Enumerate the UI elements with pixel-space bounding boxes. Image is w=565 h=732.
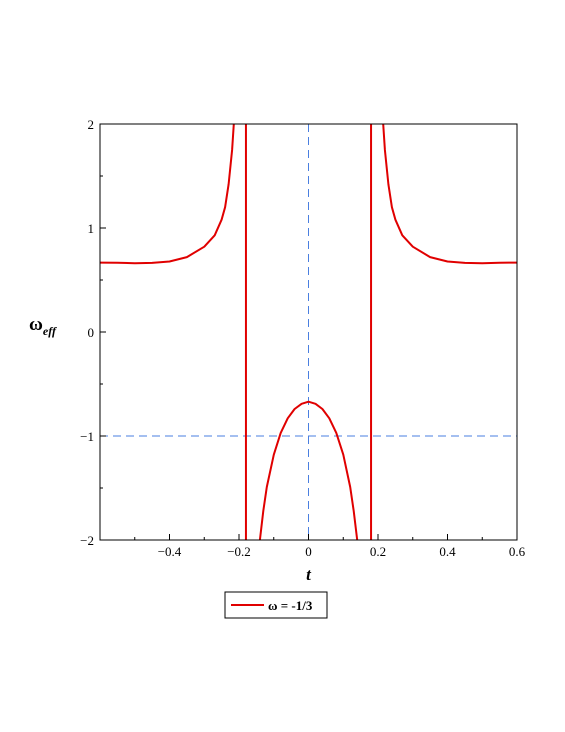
legend-entry-label: ω = -1/3	[268, 598, 313, 613]
x-tick-label: −0.4	[158, 544, 182, 559]
y-tick-label: 2	[88, 117, 95, 132]
x-tick-label: 0.6	[509, 544, 526, 559]
y-tick-label: 0	[88, 325, 95, 340]
x-tick-label: 0.2	[370, 544, 386, 559]
x-tick-label: −0.2	[227, 544, 251, 559]
axis-ticks: −0.4 −0.2 0 0.2 0.4 0.6 −2 −1 0 1 2	[80, 117, 525, 559]
reference-lines	[100, 124, 517, 540]
series-line-segment-1	[100, 124, 234, 263]
x-tick-label: 0	[305, 544, 312, 559]
y-axis-label-subscript: eff	[43, 324, 57, 338]
x-tick-label: 0.4	[439, 544, 456, 559]
y-tick-label: −1	[80, 429, 94, 444]
y-axis-label: ωeff	[29, 314, 57, 338]
y-tick-label: −2	[80, 533, 94, 548]
y-tick-label: 1	[88, 221, 95, 236]
y-axis-label-main: ω	[29, 314, 43, 335]
legend: ω = -1/3	[225, 592, 327, 618]
series-line-segment-3	[383, 124, 517, 263]
x-axis-label: t	[306, 565, 312, 584]
